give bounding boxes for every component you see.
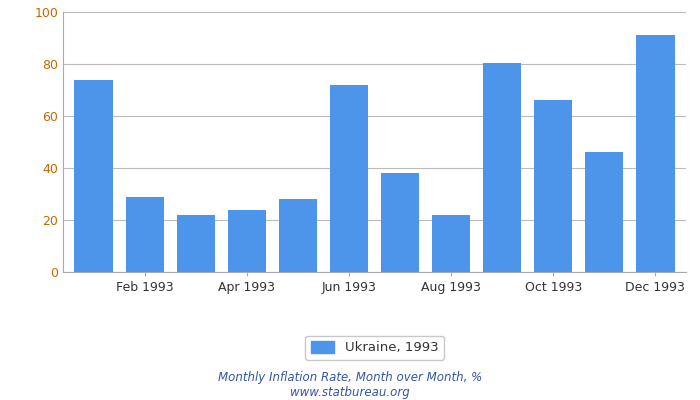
Text: Monthly Inflation Rate, Month over Month, %: Monthly Inflation Rate, Month over Month…	[218, 372, 482, 384]
Bar	[125, 196, 164, 272]
Bar	[483, 63, 522, 272]
Bar	[585, 152, 624, 272]
Bar	[534, 100, 573, 272]
Bar	[381, 173, 419, 272]
Bar	[74, 80, 113, 272]
Bar	[636, 35, 675, 272]
Legend: Ukraine, 1993: Ukraine, 1993	[305, 336, 444, 360]
Bar	[330, 85, 368, 272]
Bar	[279, 199, 317, 272]
Text: www.statbureau.org: www.statbureau.org	[290, 386, 410, 399]
Bar	[228, 210, 266, 272]
Bar	[432, 215, 470, 272]
Bar	[176, 215, 215, 272]
